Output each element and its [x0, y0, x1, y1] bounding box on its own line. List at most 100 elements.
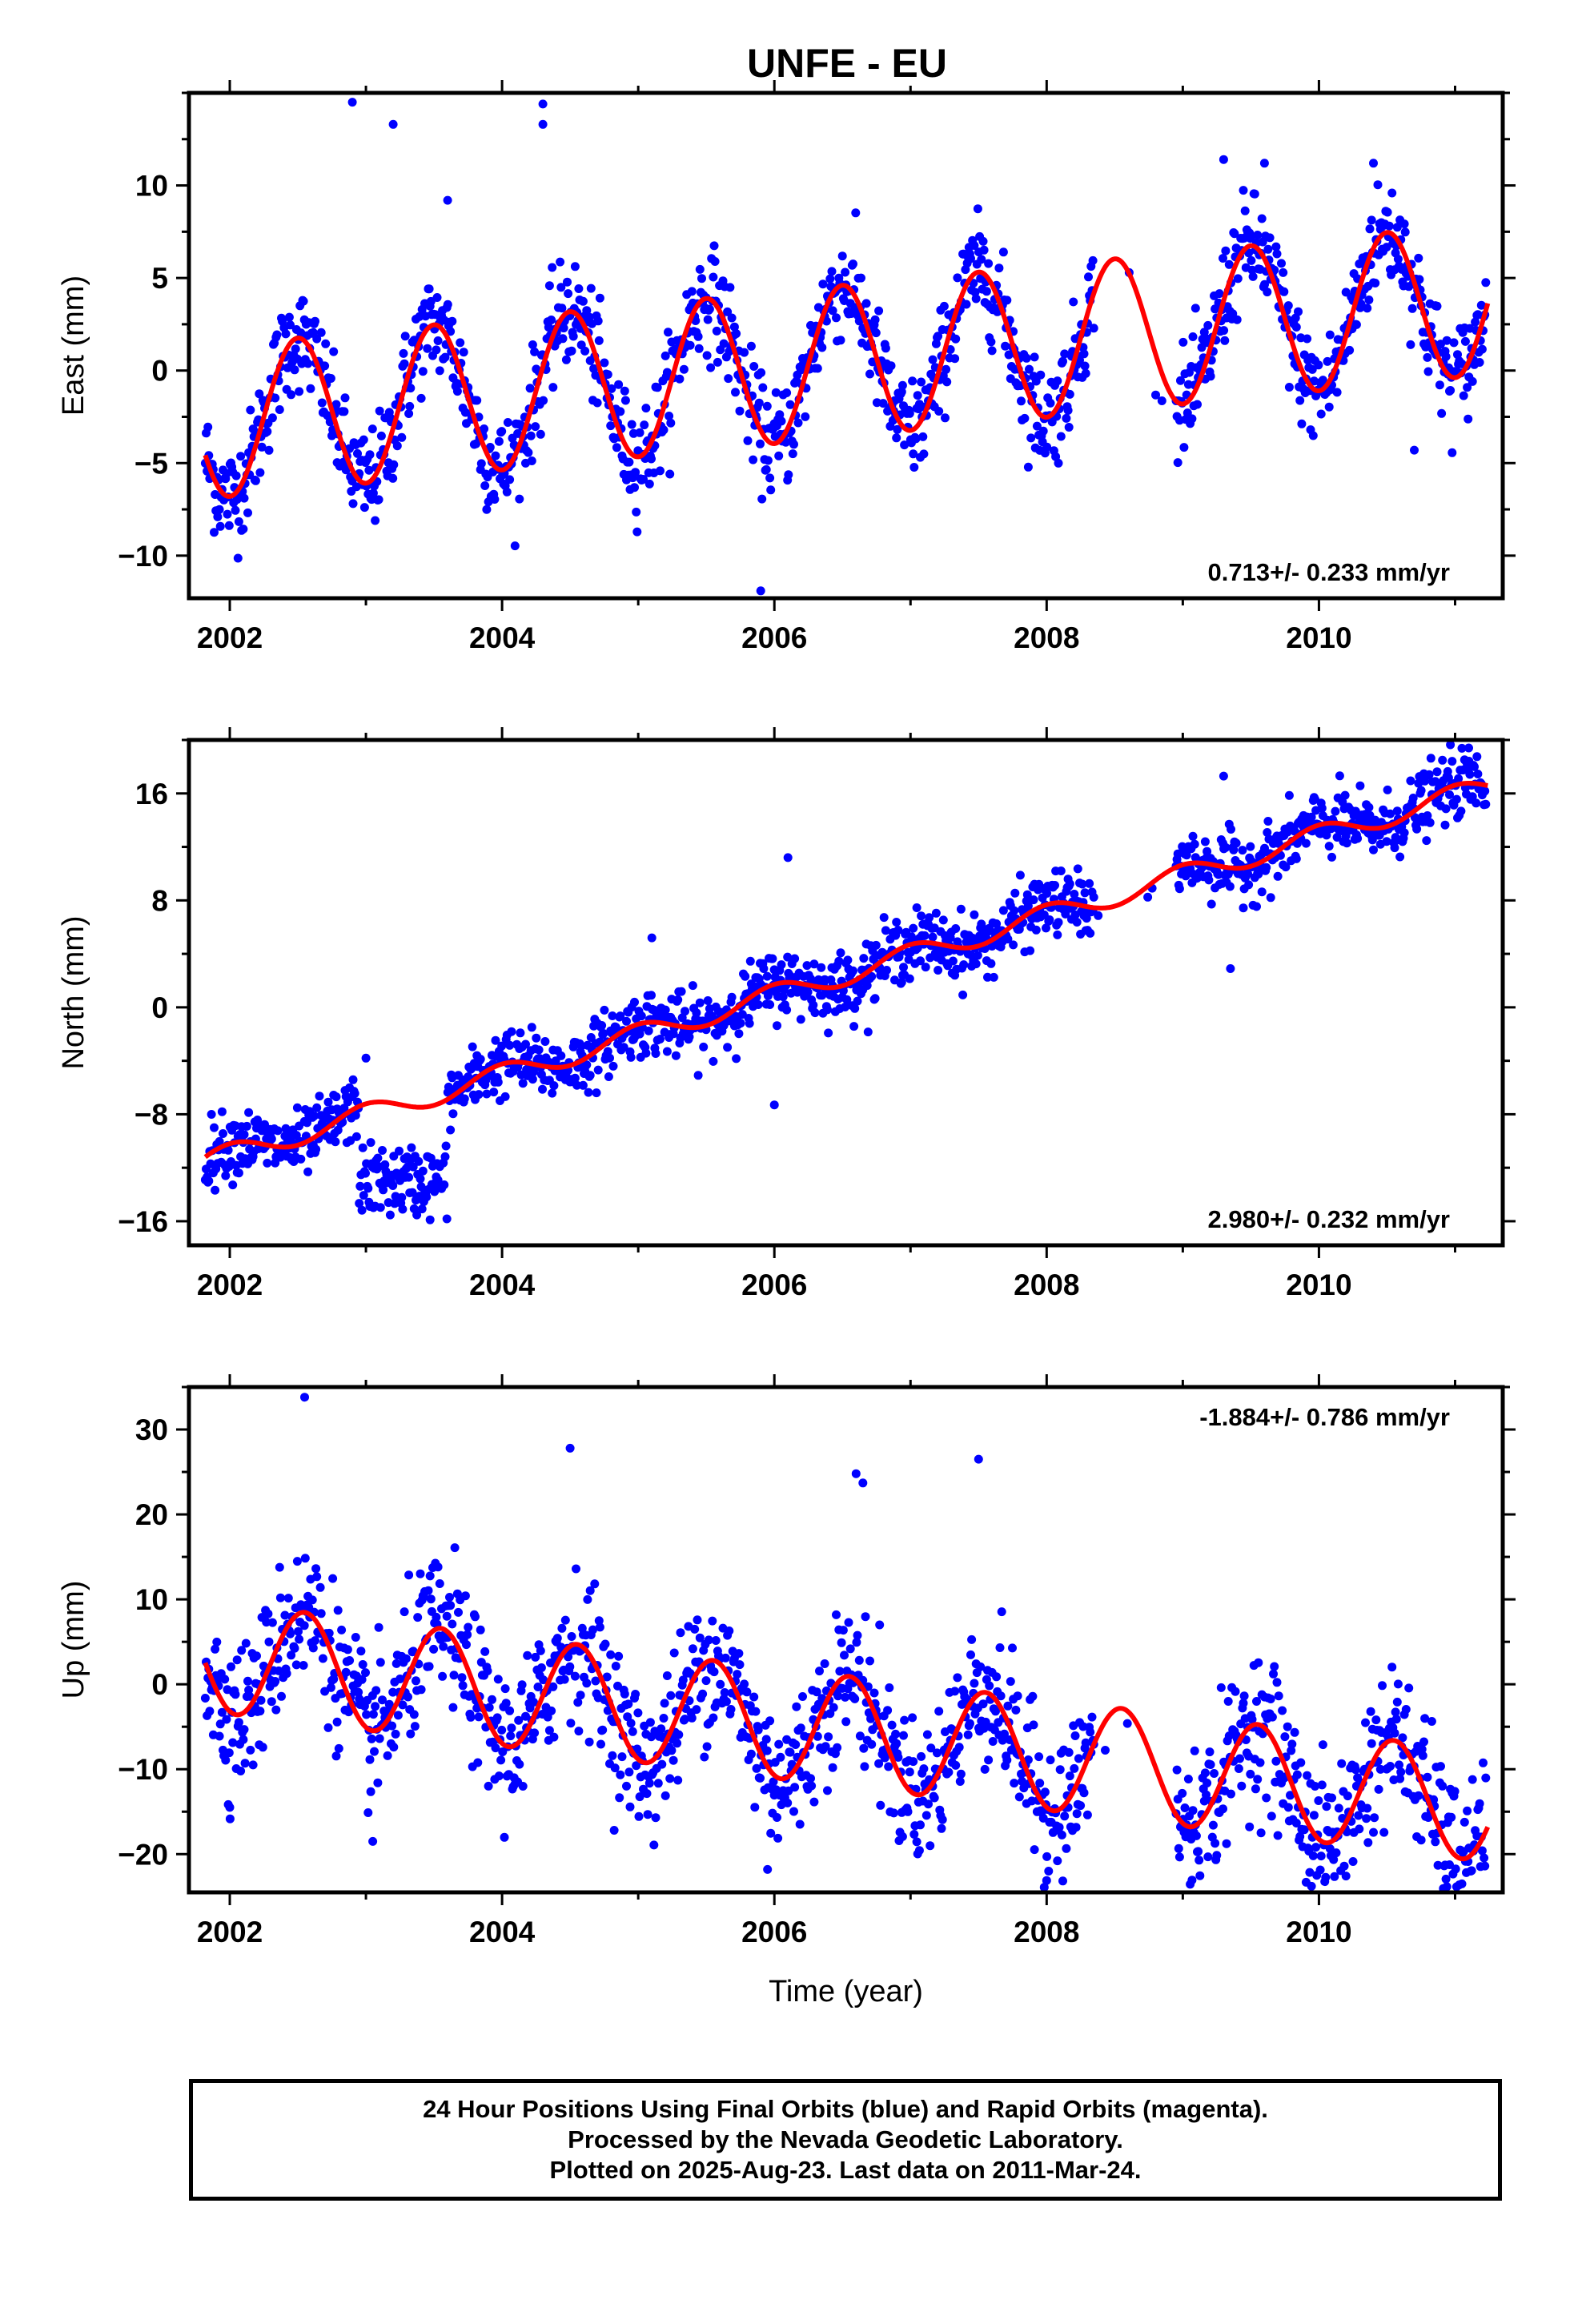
- data-point: [790, 954, 800, 963]
- data-point: [678, 1675, 688, 1685]
- data-point: [1481, 1773, 1491, 1783]
- data-point: [614, 380, 624, 389]
- data-point: [390, 1199, 400, 1208]
- data-point: [570, 262, 580, 271]
- data-point: [842, 995, 852, 1004]
- data-point: [1390, 843, 1399, 853]
- data-point: [530, 1728, 540, 1738]
- data-point: [1239, 1699, 1248, 1708]
- data-point: [736, 1019, 745, 1028]
- data-point: [741, 971, 750, 981]
- data-point: [771, 388, 781, 397]
- data-point: [343, 1645, 352, 1655]
- data-point: [687, 287, 697, 296]
- data-point: [472, 396, 482, 405]
- data-point: [1252, 1697, 1261, 1706]
- data-point: [719, 339, 729, 348]
- x-tick-label: 2010: [1286, 1269, 1351, 1301]
- data-point: [977, 255, 986, 264]
- data-point: [1471, 317, 1480, 327]
- data-point: [1188, 831, 1198, 841]
- data-point: [1026, 946, 1035, 955]
- data-point: [1369, 1827, 1378, 1837]
- data-point: [1351, 320, 1361, 329]
- data-point: [497, 427, 507, 436]
- data-point: [388, 1181, 398, 1190]
- data-point: [813, 364, 822, 373]
- data-point: [742, 1687, 752, 1697]
- data-point: [870, 315, 880, 324]
- up-points: [200, 1393, 1491, 1893]
- data-point: [245, 1691, 255, 1701]
- data-point: [1291, 854, 1301, 863]
- data-point: [404, 1172, 414, 1182]
- data-point: [200, 1694, 210, 1703]
- data-point: [963, 1730, 973, 1739]
- data-point: [867, 971, 877, 981]
- data-point: [859, 1743, 869, 1753]
- data-point: [375, 1203, 385, 1212]
- data-point: [398, 1700, 408, 1710]
- data-point: [1003, 1701, 1013, 1711]
- data-point: [1443, 773, 1453, 782]
- data-point: [1080, 888, 1090, 898]
- data-point: [656, 1724, 666, 1734]
- data-point: [1221, 842, 1231, 852]
- data-point: [564, 1652, 573, 1662]
- data-point: [1449, 338, 1459, 348]
- data-point: [590, 1579, 600, 1589]
- data-point: [1044, 1867, 1054, 1876]
- data-point: [874, 1759, 884, 1768]
- data-point: [837, 251, 847, 261]
- data-point: [850, 1694, 860, 1703]
- data-point: [765, 473, 775, 483]
- data-point: [362, 1710, 371, 1719]
- data-point: [448, 316, 457, 326]
- data-point: [833, 1691, 843, 1701]
- data-point: [300, 1554, 310, 1563]
- data-point: [507, 1027, 516, 1036]
- data-point: [281, 329, 291, 339]
- data-point: [1468, 792, 1477, 802]
- data-point: [337, 1625, 347, 1634]
- data-point: [482, 505, 492, 514]
- data-point: [367, 424, 377, 434]
- data-point: [1065, 389, 1074, 399]
- data-point: [376, 431, 386, 440]
- data-point: [1229, 845, 1239, 854]
- data-point: [344, 1707, 353, 1717]
- data-point: [217, 1107, 227, 1116]
- data-point: [1001, 341, 1010, 351]
- data-point: [299, 296, 308, 306]
- data-point: [1431, 1837, 1440, 1847]
- data-point: [697, 274, 706, 283]
- data-point: [881, 926, 890, 935]
- data-point: [631, 1690, 640, 1699]
- data-point: [215, 521, 225, 531]
- data-point: [222, 1715, 231, 1724]
- data-point: [647, 454, 656, 464]
- data-point: [1451, 1864, 1460, 1874]
- data-point: [243, 508, 252, 517]
- data-point: [1239, 186, 1248, 195]
- data-point: [552, 1634, 562, 1643]
- data-point: [574, 284, 584, 293]
- data-point: [1050, 881, 1059, 890]
- data-point: [274, 1666, 283, 1675]
- data-point: [1329, 1855, 1339, 1864]
- data-point: [709, 272, 718, 282]
- data-point: [753, 1000, 763, 1009]
- data-point: [1006, 1677, 1015, 1687]
- data-point: [464, 1072, 473, 1082]
- data-point: [331, 1092, 341, 1102]
- data-point: [368, 489, 378, 498]
- data-point: [645, 1718, 655, 1727]
- data-point: [934, 966, 943, 975]
- data-point: [231, 1690, 240, 1699]
- data-point: [954, 1743, 964, 1752]
- data-point: [292, 1103, 302, 1112]
- data-point: [1283, 1803, 1293, 1812]
- data-point: [239, 1130, 249, 1140]
- data-point: [909, 1757, 918, 1767]
- data-point: [1371, 1715, 1381, 1725]
